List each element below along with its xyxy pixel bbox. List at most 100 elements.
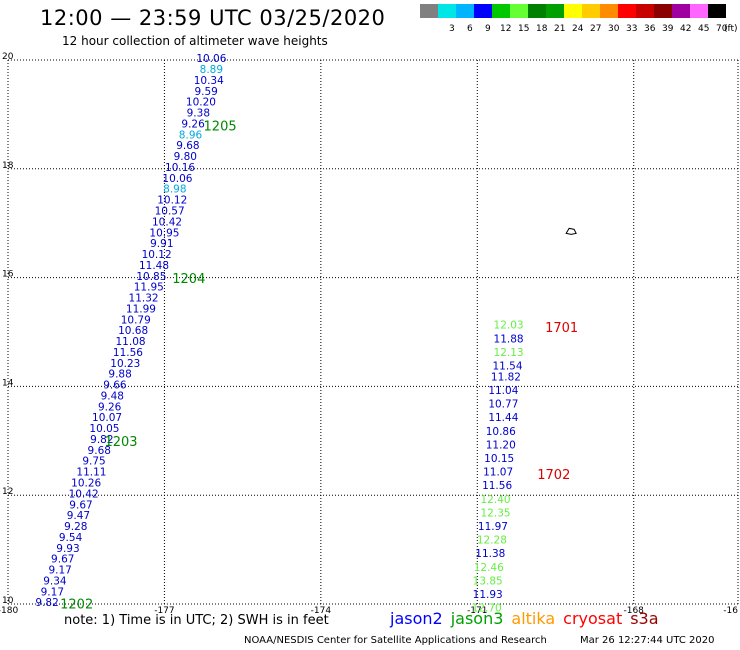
legend-swatch	[420, 4, 438, 18]
wave-height-value: 8.89	[200, 64, 223, 76]
pass-label: 1702	[537, 468, 570, 483]
legend-label: 70	[716, 24, 728, 34]
wave-height-value: 10.77	[488, 399, 518, 411]
wave-height-value: 11.04	[488, 385, 518, 397]
wave-height-value: 11.07	[483, 467, 513, 479]
legend-swatch	[600, 4, 618, 18]
wave-height-value: 9.68	[88, 445, 111, 457]
wave-height-value: 11.88	[494, 333, 524, 345]
legend-swatch	[528, 4, 546, 18]
wave-height-value: 9.54	[59, 532, 83, 544]
wave-height-value: 10.12	[157, 195, 187, 207]
wave-height-value: 9.82	[35, 597, 58, 609]
wave-height-value: 10.07	[92, 412, 122, 424]
legend-label: 18	[536, 24, 548, 34]
wave-height-value: 9.67	[51, 554, 74, 566]
wave-height-value: 9.17	[41, 586, 64, 598]
pass-label: 1204	[172, 272, 205, 287]
legend-swatch	[546, 4, 564, 18]
wave-height-value: 8.98	[163, 184, 186, 196]
legend-swatch	[708, 4, 726, 18]
wave-height-value: 8.96	[179, 129, 203, 141]
wave-height-value: 11.54	[492, 361, 522, 373]
wave-height-value: 9.82	[90, 434, 113, 446]
wave-height-value: 10.20	[186, 97, 216, 109]
legend-swatch	[510, 4, 528, 18]
legend-swatches	[420, 4, 726, 18]
wave-height-value: 10.86	[486, 426, 516, 438]
wave-height-value: 12.13	[494, 347, 524, 359]
pass-label: 1205	[204, 120, 237, 135]
wave-height-value: 9.59	[194, 86, 217, 98]
wave-height-value: 9.17	[48, 565, 71, 577]
lon-tick-label: -177	[154, 606, 174, 616]
wave-height-value: 9.47	[67, 510, 90, 522]
legend-swatch	[618, 4, 636, 18]
legend-label: 3	[449, 24, 455, 34]
wave-height-value: 9.26	[98, 401, 122, 413]
wave-height-value: 11.38	[475, 548, 505, 560]
lon-tick-label: -16	[723, 606, 738, 616]
wave-height-value: 10.15	[484, 453, 514, 465]
wave-height-value: 9.26	[181, 118, 205, 130]
wave-height-value: 9.91	[150, 238, 173, 250]
legend-label: 9	[485, 24, 491, 34]
wave-height-value: 9.80	[174, 151, 197, 163]
wave-height-value: 11.82	[491, 371, 521, 383]
axis-ticks: -180 -177 -174 -171 -168 -16 20 18 16 14 12 10	[0, 52, 738, 616]
wave-height-value: 10.12	[142, 249, 172, 261]
wave-height-value: 11.20	[486, 439, 516, 451]
legend-label: 45	[698, 24, 710, 34]
wave-height-value: 10.34	[194, 75, 224, 87]
pass-label: 1701	[545, 321, 578, 336]
wave-height-values: 10.068.8910.349.5910.209.389.268.969.689…	[35, 53, 523, 614]
generated-timestamp: Mar 26 12:27:44 UTC 2020	[580, 635, 715, 646]
footnote: note: 1) Time is in UTC; 2) SWH is in fe…	[64, 613, 329, 628]
legend-label: 21	[554, 24, 566, 34]
legend-label: 12	[500, 24, 512, 34]
lat-tick-label: 18	[2, 161, 14, 171]
wave-height-value: 10.79	[121, 314, 151, 326]
wave-height-value: 12.70	[472, 603, 502, 615]
wave-height-value: 9.75	[82, 456, 105, 468]
legend-swatch	[690, 4, 708, 18]
legend-swatch	[654, 4, 672, 18]
wave-height-value: 11.32	[129, 293, 159, 305]
wave-height-value: 9.38	[187, 108, 210, 120]
wave-height-value: 12.35	[481, 507, 511, 519]
island-shape	[565, 227, 577, 235]
wave-height-value: 11.99	[126, 303, 156, 315]
wave-height-value: 11.93	[473, 589, 503, 601]
wave-height-value: 13.85	[473, 575, 503, 587]
legend-unit: (ft)	[724, 24, 738, 34]
wave-height-value: 11.97	[478, 521, 508, 533]
legend-swatch	[636, 4, 654, 18]
wave-height-value: 11.56	[482, 480, 512, 492]
wave-height-value: 11.44	[488, 412, 518, 424]
lat-tick-label: 20	[2, 52, 14, 62]
lat-tick-label: 10	[2, 596, 14, 606]
wave-height-value: 10.42	[69, 488, 99, 500]
lat-tick-label: 12	[2, 487, 13, 497]
legend-label: 33	[626, 24, 638, 34]
wave-height-value: 10.05	[89, 423, 119, 435]
wave-height-value: 10.85	[136, 271, 166, 283]
wave-height-value: 11.95	[134, 282, 164, 294]
satellite-jason3-label: jason3	[450, 609, 504, 628]
wave-height-value: 10.06	[162, 173, 192, 185]
legend-label: 15	[518, 24, 530, 34]
legend-swatch	[438, 4, 456, 18]
legend-label: 36	[644, 24, 656, 34]
map-subtitle: 12 hour collection of altimeter wave hei…	[62, 34, 328, 48]
wave-height-value: 10.06	[196, 53, 226, 65]
wave-height-value: 10.23	[110, 358, 140, 370]
legend-label: 6	[467, 24, 473, 34]
satellite-legend: jason2 jason3 altika cryosat s3a	[390, 609, 667, 628]
legend-swatch	[582, 4, 600, 18]
legend-label: 24	[572, 24, 584, 34]
pass-label: 1202	[60, 597, 93, 612]
legend-swatch	[492, 4, 510, 18]
wave-height-value: 9.68	[176, 140, 199, 152]
satellite-s3a-label: s3a	[630, 609, 659, 628]
wave-height-value: 9.48	[101, 390, 124, 402]
